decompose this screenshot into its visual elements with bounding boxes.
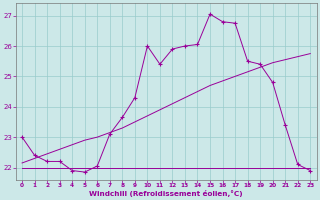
X-axis label: Windchill (Refroidissement éolien,°C): Windchill (Refroidissement éolien,°C) (89, 190, 243, 197)
